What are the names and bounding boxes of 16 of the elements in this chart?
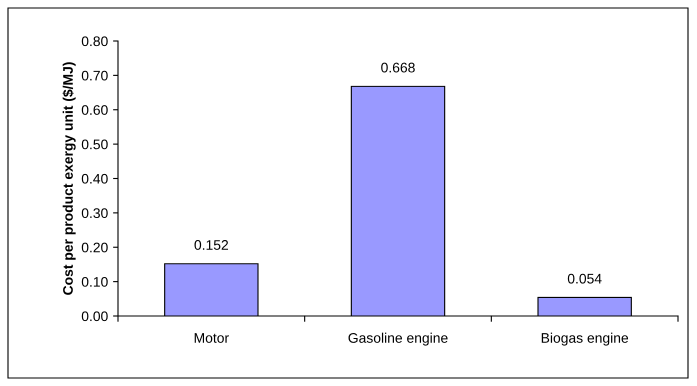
x-tick-label: Gasoline engine bbox=[348, 332, 448, 346]
y-tick-label: 0.70 bbox=[82, 70, 108, 81]
y-tick-label: 0.80 bbox=[82, 36, 108, 46]
y-axis-title: Cost per product exergy unit ($/MJ) bbox=[62, 62, 76, 295]
x-tick-label: Biogas engine bbox=[542, 332, 628, 346]
y-tick-label: 0.00 bbox=[82, 311, 108, 322]
y-tick-label: 0.20 bbox=[82, 242, 108, 252]
data-label: 0.668 bbox=[381, 62, 415, 73]
x-tick-label: Motor bbox=[194, 333, 229, 343]
y-tick-label: 0.40 bbox=[82, 174, 108, 184]
y-tick-label: 0.10 bbox=[82, 276, 108, 287]
y-tick-label: 0.50 bbox=[82, 139, 108, 150]
y-tick-label: 0.60 bbox=[82, 105, 108, 115]
y-tick-label: 0.30 bbox=[82, 208, 108, 218]
data-label: 0.054 bbox=[568, 274, 602, 284]
data-label: 0.152 bbox=[194, 240, 228, 250]
